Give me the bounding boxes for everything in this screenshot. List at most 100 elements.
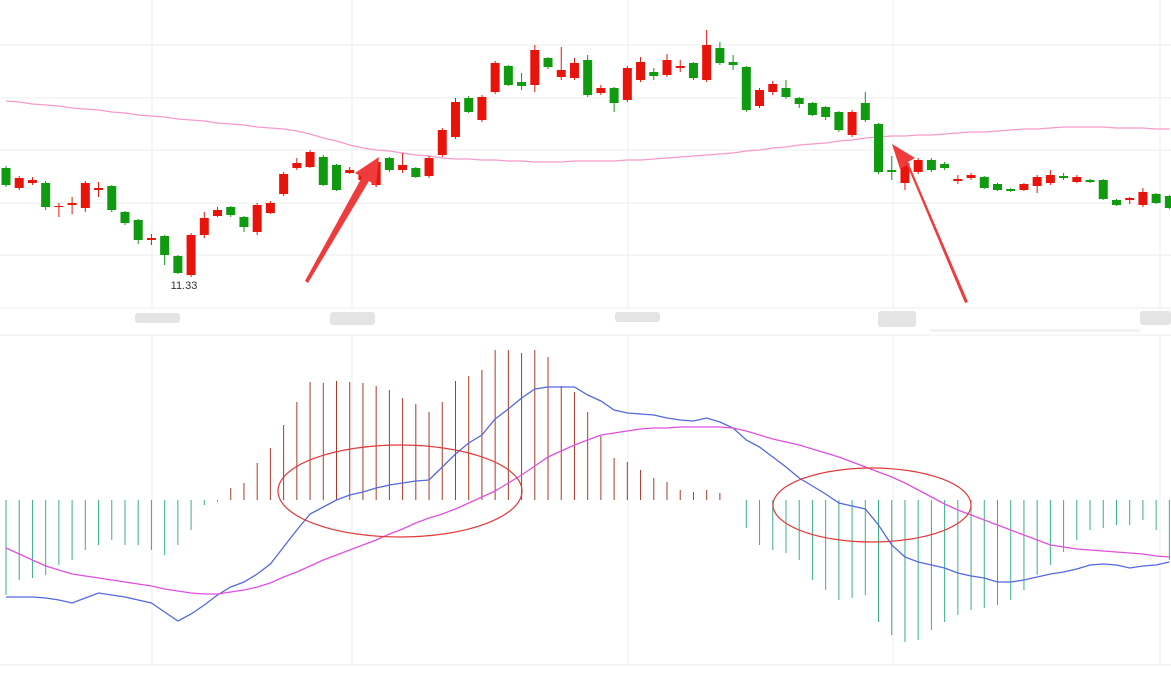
candle-body xyxy=(1019,184,1029,190)
low-price-label: 11.33 xyxy=(171,280,198,292)
candle-body xyxy=(252,205,262,232)
candle-body xyxy=(993,184,1002,190)
candle-body xyxy=(120,212,130,223)
candle-body xyxy=(596,88,606,93)
candle-body xyxy=(860,103,870,120)
candle-body xyxy=(715,48,725,63)
candle-body xyxy=(966,175,976,178)
candle-body xyxy=(54,206,64,207)
candle-body xyxy=(1045,175,1055,183)
candle-body xyxy=(1006,189,1016,191)
candle-body xyxy=(1151,194,1161,203)
plot-area xyxy=(1,30,1171,642)
candle-body xyxy=(953,179,963,181)
candle-body xyxy=(14,178,24,188)
candle-body xyxy=(688,63,698,78)
candle-body xyxy=(398,165,408,170)
candle-body xyxy=(583,60,593,95)
candle-body xyxy=(94,188,104,190)
candle-body xyxy=(146,238,156,240)
candle-body xyxy=(755,90,765,106)
candle-body xyxy=(1164,196,1171,208)
candle-body xyxy=(569,63,579,78)
candle-body xyxy=(517,82,527,86)
highlight-ellipse xyxy=(277,444,523,538)
candle-body xyxy=(702,45,712,80)
candle-body xyxy=(1,168,11,185)
candle-body xyxy=(609,88,619,103)
candle-body xyxy=(345,170,355,173)
candle-body xyxy=(874,124,884,172)
candle-body xyxy=(411,168,421,177)
candle-body xyxy=(821,107,831,117)
blurred-axis-labels xyxy=(135,311,1171,332)
candle-body xyxy=(490,63,500,92)
candle-body xyxy=(41,183,51,207)
candle-body xyxy=(318,157,328,185)
candle-body xyxy=(900,163,910,183)
candle-body xyxy=(305,152,315,167)
candle-body xyxy=(781,88,791,97)
candle-body xyxy=(728,62,738,65)
candle-body xyxy=(768,84,778,92)
candle-body xyxy=(622,68,632,100)
candle-body xyxy=(662,60,672,75)
indicator-line xyxy=(6,386,1170,622)
candle-body xyxy=(741,67,751,110)
candle-body xyxy=(384,158,394,170)
candle-body xyxy=(424,158,434,176)
candle-body xyxy=(794,98,804,104)
candle-body xyxy=(464,98,474,112)
candle-body xyxy=(1111,200,1121,205)
candle-body xyxy=(1085,180,1095,182)
candle-body xyxy=(940,164,950,168)
candle-body xyxy=(173,256,183,273)
candle-body xyxy=(186,235,196,275)
candle-body xyxy=(239,217,249,227)
candle-body xyxy=(543,58,553,67)
candle-body xyxy=(1072,177,1082,182)
candle-body xyxy=(477,97,487,120)
highlight-ellipse xyxy=(772,467,972,543)
candle-body xyxy=(80,183,90,208)
candle-body xyxy=(27,180,37,183)
candle-body xyxy=(503,66,513,85)
candle-body xyxy=(887,170,897,172)
candle-body xyxy=(332,165,341,190)
candle-body xyxy=(437,130,447,155)
candle-body xyxy=(807,103,817,115)
annotations xyxy=(277,444,972,543)
candle-body xyxy=(636,62,646,80)
candle-body xyxy=(675,66,685,68)
arrow xyxy=(892,144,968,303)
candle-body xyxy=(530,50,540,85)
candle-body xyxy=(133,220,143,240)
candle-body xyxy=(265,203,275,213)
candle-body xyxy=(67,203,77,205)
candle-body xyxy=(1059,176,1069,178)
candle-body xyxy=(926,160,936,170)
candle-body xyxy=(979,177,989,188)
candle-body xyxy=(913,160,923,172)
candle-body xyxy=(1098,180,1108,199)
candle-body xyxy=(279,174,289,194)
candle-body xyxy=(1032,177,1042,186)
candle-body xyxy=(292,163,302,168)
arrow xyxy=(305,157,379,283)
candle-body xyxy=(226,207,236,215)
candle-body xyxy=(450,102,460,137)
indicator-line xyxy=(5,426,1170,595)
candle-body xyxy=(649,72,659,76)
candle-body xyxy=(1125,198,1135,200)
candle-body xyxy=(847,112,857,135)
indicator-line xyxy=(5,100,1170,163)
candle-body xyxy=(199,218,209,235)
candle-body xyxy=(834,112,844,130)
candle-body xyxy=(1138,192,1148,205)
arrows xyxy=(305,144,968,303)
candle-body xyxy=(160,236,170,255)
candle-body xyxy=(107,186,117,210)
candle-body xyxy=(213,210,223,216)
